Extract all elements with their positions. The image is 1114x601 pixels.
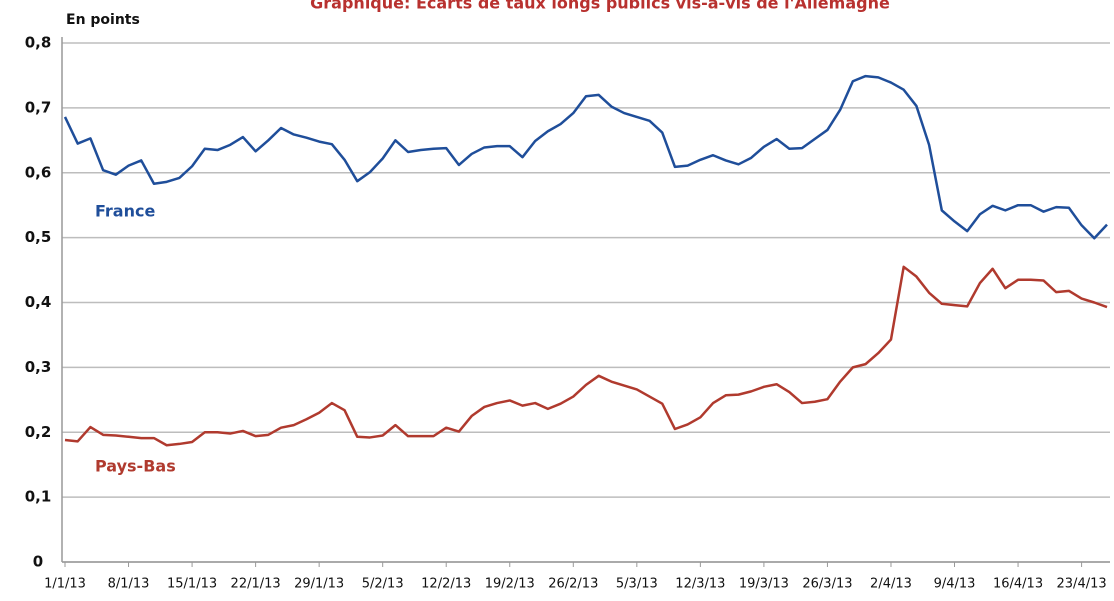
line-series	[64, 265, 1108, 447]
x-tick-label: 12/3/13	[675, 577, 725, 592]
x-tick-label: 2/4/13	[870, 577, 912, 592]
y-tick-label: 0,3	[25, 358, 52, 376]
y-tick-label: 0,6	[25, 163, 52, 181]
chart-title: Graphique: Ecarts de taux longs publics …	[310, 0, 890, 13]
line-series	[63, 74, 1108, 240]
x-tick-label: 5/2/13	[362, 577, 404, 592]
x-tick-label: 23/4/13	[1057, 577, 1107, 592]
y-tick-label: 0,8	[25, 34, 52, 52]
y-tick-label: 0,4	[25, 293, 52, 311]
x-tick-label: 22/1/13	[231, 577, 281, 592]
y-tick-label: 0,5	[25, 228, 52, 246]
y-tick-label: 0,2	[25, 423, 52, 441]
x-tick-label: 15/1/13	[167, 577, 217, 592]
x-tick-label: 9/4/13	[934, 577, 976, 592]
y-tick-label: 0,7	[25, 98, 52, 116]
series-label: France	[95, 202, 155, 221]
x-tick-label: 8/1/13	[108, 577, 150, 592]
x-tick-label: 19/2/13	[485, 577, 535, 592]
y-tick-label: 0	[33, 553, 43, 571]
x-tick-label: 26/3/13	[802, 577, 852, 592]
x-tick-label: 19/3/13	[739, 577, 789, 592]
y-tick-label: 0,1	[25, 488, 52, 506]
x-tick-label: 5/3/13	[616, 577, 658, 592]
x-tick-label: 16/4/13	[993, 577, 1043, 592]
x-tick-label: 12/2/13	[421, 577, 471, 592]
y-axis-label: En points	[66, 12, 140, 28]
x-tick-label: 29/1/13	[294, 577, 344, 592]
x-tick-label: 1/1/13	[44, 577, 86, 592]
x-tick-label: 26/2/13	[548, 577, 598, 592]
series-label: Pays-Bas	[95, 457, 176, 476]
